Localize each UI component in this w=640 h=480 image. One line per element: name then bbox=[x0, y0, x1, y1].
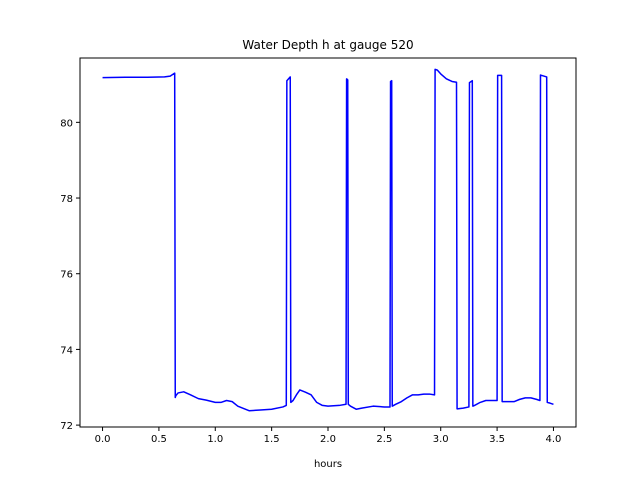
y-tick-label: 74 bbox=[60, 345, 73, 356]
y-tick-label: 76 bbox=[60, 270, 73, 281]
y-tick-label: 80 bbox=[60, 118, 73, 129]
x-tick-label: 3.0 bbox=[433, 434, 449, 445]
x-tick-label: 2.0 bbox=[320, 434, 336, 445]
x-tick-label: 2.5 bbox=[376, 434, 392, 445]
chart-title: Water Depth h at gauge 520 bbox=[242, 38, 413, 52]
axes-frame bbox=[79, 57, 577, 428]
y-tick-label: 78 bbox=[60, 194, 73, 205]
y-axis: 72 74 76 78 80 bbox=[60, 118, 80, 432]
x-axis-label: hours bbox=[314, 459, 342, 470]
y-tick-label: 72 bbox=[60, 421, 73, 432]
x-tick-label: 4.0 bbox=[546, 434, 562, 445]
x-tick-label: 3.5 bbox=[489, 434, 505, 445]
x-tick-label: 1.5 bbox=[264, 434, 280, 445]
series-line bbox=[102, 68, 554, 412]
plot-area bbox=[102, 68, 554, 412]
x-tick-label: 0.5 bbox=[151, 434, 167, 445]
x-tick-label: 0.0 bbox=[95, 434, 111, 445]
x-axis: 0.0 0.5 1.0 1.5 2.0 2.5 3.0 3.5 4.0 bbox=[95, 427, 562, 445]
x-tick-label: 1.0 bbox=[207, 434, 223, 445]
